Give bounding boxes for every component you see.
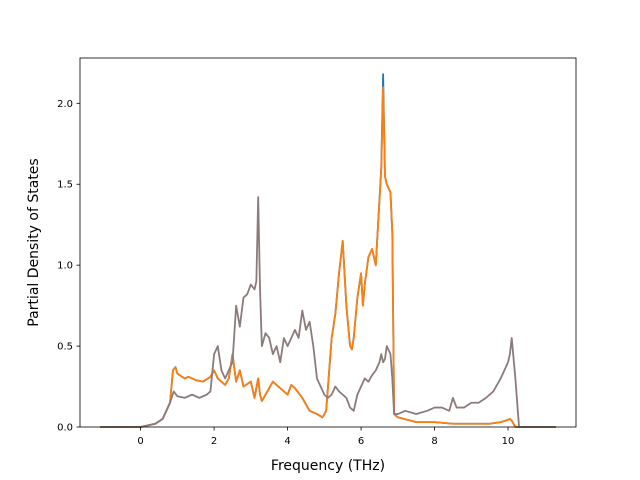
series-line-3 <box>100 196 556 428</box>
y-tick-label: 2.0 <box>57 99 73 110</box>
y-tick-label: 1.5 <box>57 180 73 191</box>
x-tick-label: 6 <box>358 436 364 447</box>
y-tick-label: 0.5 <box>57 342 73 353</box>
y-axis-label: Partial Density of States <box>26 158 42 326</box>
plot-frame <box>79 57 577 428</box>
y-tick-label: 1.0 <box>57 261 73 272</box>
x-axis: 0 2 4 6 8 10 <box>137 427 514 447</box>
series-line-2 <box>100 86 556 428</box>
series-layer <box>100 73 556 428</box>
y-tick-label: 0.0 <box>57 423 73 434</box>
x-tick-label: 8 <box>431 436 437 447</box>
x-tick-label: 4 <box>284 436 290 447</box>
x-tick-label: 10 <box>502 436 515 447</box>
x-tick-label: 2 <box>211 436 217 447</box>
x-tick-label: 0 <box>137 436 143 447</box>
y-axis: 0.0 0.5 1.0 1.5 2.0 <box>57 99 80 434</box>
x-axis-label: Frequency (THz) <box>271 458 385 474</box>
